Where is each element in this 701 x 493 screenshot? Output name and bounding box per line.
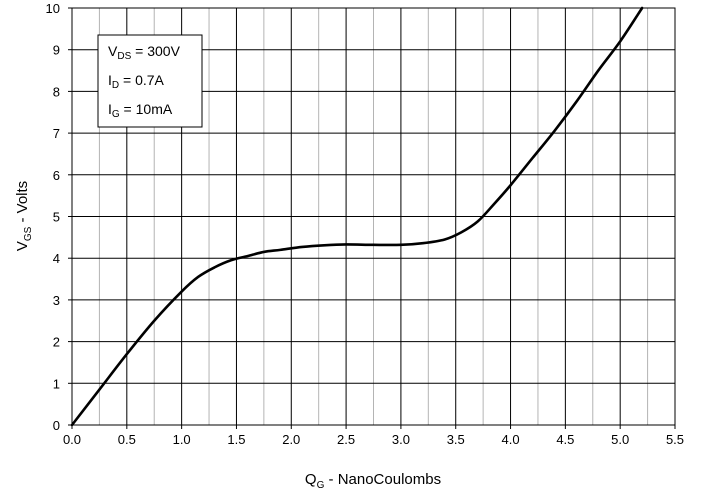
y-tick-label: 2	[53, 335, 60, 350]
x-axis-title-rest: - NanoCoulombs	[324, 471, 441, 488]
y-tick-label: 1	[53, 376, 60, 391]
x-tick-label: 2.5	[337, 432, 355, 447]
annotation-vds: VDS = 300V	[108, 43, 181, 62]
x-tick-label: 4.5	[556, 432, 574, 447]
y-tick-label: 10	[46, 1, 60, 16]
x-tick-label: 0.5	[118, 432, 136, 447]
x-tick-label: 1.5	[227, 432, 245, 447]
y-tick-label: 3	[53, 293, 60, 308]
annotation-id-main: I	[108, 72, 112, 88]
x-axis-title-main: Q	[305, 471, 317, 488]
y-tick-label: 8	[53, 84, 60, 99]
y-tick-label: 7	[53, 126, 60, 141]
annotation-ig: IG = 10mA	[108, 101, 173, 120]
annotation-id-rest: = 0.7A	[119, 72, 164, 88]
x-axis-title-sub: G	[317, 480, 325, 491]
x-tick-label: 2.0	[282, 432, 300, 447]
annotation-id-sub: D	[112, 80, 119, 91]
annotation-ig-main: I	[108, 101, 112, 117]
annotation-ig-sub: G	[112, 109, 120, 120]
x-tick-label: 0.0	[63, 432, 81, 447]
y-axis-title-main: V	[14, 241, 31, 251]
annotation-vds-sub: DS	[117, 51, 131, 62]
x-tick-label: 3.0	[392, 432, 410, 447]
annotation-vds-main: V	[108, 43, 118, 59]
y-tick-label: 5	[53, 210, 60, 225]
x-tick-labels: 0.0 0.5 1.0 1.5 2.0 2.5 3.0 3.5 4.0 4.5 5.0 5.5	[63, 425, 684, 447]
x-tick-label: 5.5	[666, 432, 684, 447]
y-tick-label: 9	[53, 43, 60, 58]
y-tick-label: 0	[53, 418, 60, 433]
y-axis-title: VGS - Volts	[14, 181, 34, 251]
x-tick-label: 5.0	[611, 432, 629, 447]
x-tick-label: 4.0	[502, 432, 520, 447]
annotation-id: ID = 0.7A	[108, 72, 165, 91]
y-tick-label: 4	[53, 251, 60, 266]
vgs-curve	[70, 6, 644, 427]
y-axis-title-sub: GS	[23, 226, 34, 241]
x-axis-title: QG - NanoCoulombs	[305, 471, 441, 491]
annotation-vds-rest: = 300V	[131, 43, 180, 59]
annotation-frame	[97, 34, 203, 128]
y-tick-labels: 0 1 2 3 4 5 6 7 8 9 10	[46, 1, 72, 433]
x-tick-label: 1.0	[173, 432, 191, 447]
y-axis-title-rest: - Volts	[14, 181, 31, 227]
y-tick-label: 6	[53, 168, 60, 183]
annotation-ig-rest: = 10mA	[120, 101, 173, 117]
x-tick-label: 3.5	[447, 432, 465, 447]
annotation-box: VDS = 300V ID = 0.7A IG = 10mA	[97, 34, 203, 128]
